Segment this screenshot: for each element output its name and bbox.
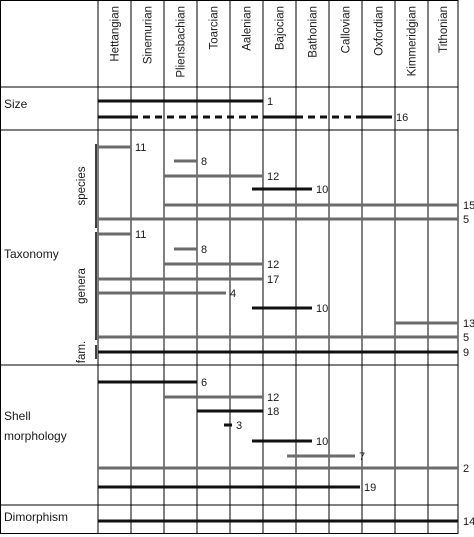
range-bar: 10 [252,184,328,196]
range-bar: 4 [98,288,236,300]
stage-headers: Hettangian Sinemurian Pliensbachian Toarcia… [110,6,451,78]
range-bar-label: 3 [236,420,242,432]
section-label: Size [4,97,28,111]
range-bar-label: 16 [396,112,408,124]
range-bar: 5 [98,214,469,226]
range-bar-label: 12 [267,392,279,404]
range-bar: 13 [395,318,474,330]
range-bar: 12 [164,259,279,271]
range-bar-label: 18 [267,406,279,418]
range-bar: 18 [197,406,279,418]
chart-border [0,0,459,534]
stage-label: Kimmeridgian [407,6,419,76]
stage-label: Aalenian [242,6,254,51]
chart-grid [0,0,459,534]
range-bar-label: 19 [364,482,376,494]
range-bar-label: 11 [135,229,146,241]
range-bar-label: 8 [201,244,207,256]
range-bar: 6 [98,377,207,389]
range-bar: 15 [164,200,474,212]
stage-label: Bajocian [275,6,287,50]
range-bar: 1 [98,96,273,108]
range-bar-label: 4 [230,288,236,300]
stage-label: Toarcian [209,6,221,49]
range-bar: 3 [224,420,242,432]
range-bar: 11 [98,229,146,241]
range-bar: 14 [98,516,474,528]
range-bar-label: 11 [135,142,146,154]
range-bar-label: 14 [463,516,474,528]
stage-label: Pliensbachian [176,6,188,78]
stage-label: Bathonian [308,6,320,58]
stage-label: Tithonian [438,6,450,53]
range-bar: 8 [174,156,207,168]
range-bar: 10 [252,303,328,315]
stage-label: Oxfordian [374,6,386,56]
range-bars: 1 16 11 8 12 10 15 5 11 8 12 17 4 10 13 5 9 6 12 18 3 10 7 2 19 1… [98,96,474,528]
stage-label: Hettangian [110,6,122,62]
range-bar: 8 [174,244,207,256]
range-bar: 12 [164,171,279,183]
range-bar-label: 9 [463,347,469,359]
section-label: Dimorphism [4,510,68,524]
range-bar: 19 [98,482,376,494]
range-bar-label: 8 [201,156,207,168]
range-bar-label: 6 [201,377,207,389]
range-bar: 11 [98,142,146,154]
range-bar: 7 [287,451,365,463]
subgroup-label: fam. [76,341,88,363]
section-label: Taxonomy [4,247,59,261]
range-bar: 16 [98,112,408,124]
subgroup-label: genera [76,267,88,303]
range-bar: 2 [98,463,469,475]
range-bar-label: 1 [267,96,273,108]
stage-label: Callovian [341,6,353,53]
range-bar-label: 7 [359,451,365,463]
range-bar: 5 [98,332,469,344]
subgroup-labels: species genera fam. [76,144,97,363]
section-labels: Size Taxonomy Shell morphology Dimorphism [4,97,68,524]
range-bar-label: 12 [267,171,279,183]
range-bar-label: 13 [463,318,474,330]
range-bar-label: 2 [463,463,469,475]
range-bar-label: 5 [463,332,469,344]
range-bar: 17 [98,274,279,286]
range-bar-label: 10 [316,303,328,315]
section-label: morphology [4,429,67,443]
range-bar: 10 [252,436,328,448]
range-bar-label: 12 [267,259,279,271]
range-bar-label: 10 [316,436,328,448]
range-bar-label: 10 [316,184,328,196]
range-bar-label: 5 [463,214,469,226]
section-label: Shell [4,409,31,423]
range-bar: 12 [164,392,279,404]
range-bar-label: 17 [267,274,279,286]
range-bar: 9 [98,347,469,359]
stage-label: Sinemurian [143,6,155,64]
subgroup-label: species [76,166,88,205]
range-bar-label: 15 [463,200,474,212]
